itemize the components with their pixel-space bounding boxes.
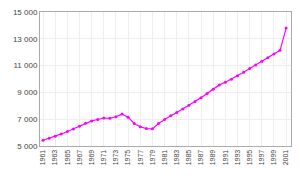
svg-text:1997: 1997 — [258, 150, 265, 166]
svg-text:1991: 1991 — [222, 150, 229, 166]
svg-text:1975: 1975 — [124, 150, 131, 166]
svg-text:1969: 1969 — [88, 150, 95, 166]
svg-text:1961: 1961 — [39, 150, 46, 166]
svg-text:2001: 2001 — [282, 150, 289, 166]
svg-text:1987: 1987 — [197, 150, 204, 166]
svg-text:1963: 1963 — [51, 150, 58, 166]
svg-text:1977: 1977 — [137, 150, 144, 166]
svg-text:1971: 1971 — [100, 150, 107, 166]
svg-text:1999: 1999 — [270, 150, 277, 166]
svg-text:1973: 1973 — [112, 150, 119, 166]
svg-text:1993: 1993 — [234, 150, 241, 166]
svg-text:1967: 1967 — [76, 150, 83, 166]
svg-text:1989: 1989 — [209, 150, 216, 166]
svg-text:1965: 1965 — [64, 150, 71, 166]
svg-text:9 000: 9 000 — [17, 88, 38, 97]
svg-text:1985: 1985 — [185, 150, 192, 166]
svg-text:13 000: 13 000 — [13, 35, 38, 44]
svg-text:1981: 1981 — [161, 150, 168, 166]
svg-text:5 000: 5 000 — [17, 142, 38, 151]
svg-text:7 000: 7 000 — [17, 115, 38, 124]
svg-text:1983: 1983 — [173, 150, 180, 166]
svg-text:1979: 1979 — [149, 150, 156, 166]
svg-text:11 000: 11 000 — [14, 61, 38, 70]
svg-text:1995: 1995 — [246, 150, 253, 166]
svg-text:15 000: 15 000 — [13, 8, 38, 17]
